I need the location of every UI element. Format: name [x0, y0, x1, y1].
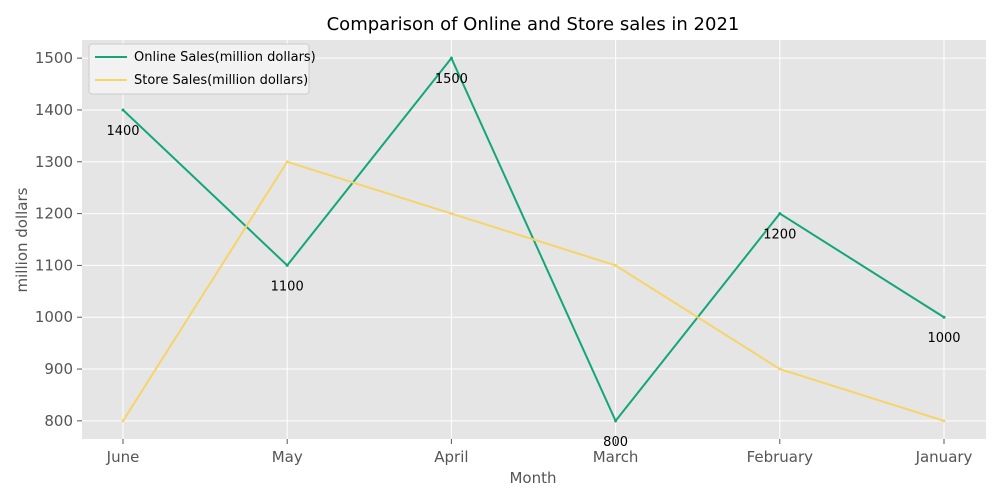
- y-tick-label: 1400: [35, 101, 73, 119]
- y-axis-label: million dollars: [13, 187, 31, 292]
- data-point: [449, 56, 453, 60]
- legend-label-online: Online Sales(million dollars): [134, 50, 316, 65]
- y-axis-ticks: 800 900 1000 1100 1200 1300 1400 1500: [35, 49, 82, 430]
- x-tick-label: June: [106, 448, 140, 466]
- y-tick-label: 1300: [35, 153, 73, 171]
- data-point: [449, 212, 453, 216]
- data-label: 1000: [927, 331, 960, 346]
- x-tick-label: March: [593, 448, 639, 466]
- y-tick-label: 900: [44, 360, 73, 378]
- data-point: [778, 212, 782, 216]
- y-tick-label: 1000: [35, 308, 73, 326]
- data-point: [121, 419, 125, 423]
- x-axis-ticks: June May April March February January: [106, 439, 973, 466]
- x-tick-label: May: [272, 448, 303, 466]
- data-point: [942, 419, 946, 423]
- data-labels: 1400 1100 1500 800 1200 1000: [106, 72, 960, 450]
- data-point: [285, 160, 289, 164]
- legend-box: [88, 43, 310, 95]
- legend: Online Sales(million dollars) Store Sale…: [88, 43, 316, 95]
- series-lines: [121, 56, 946, 423]
- y-tick-label: 800: [44, 412, 73, 430]
- x-tick-label: February: [747, 448, 814, 466]
- data-label: 1500: [435, 72, 468, 87]
- chart-title: Comparison of Online and Store sales in …: [327, 14, 740, 35]
- y-tick-label: 1500: [35, 49, 73, 67]
- x-tick-label: April: [434, 448, 468, 466]
- data-label: 1400: [106, 124, 139, 139]
- data-point: [614, 419, 618, 423]
- data-point: [942, 315, 946, 319]
- legend-label-store: Store Sales(million dollars): [134, 73, 308, 88]
- data-label: 800: [603, 435, 628, 450]
- data-point: [121, 108, 125, 112]
- x-tick-label: January: [915, 448, 973, 466]
- data-label: 1100: [271, 279, 304, 294]
- y-tick-label: 1100: [35, 256, 73, 274]
- data-point: [614, 263, 618, 267]
- data-label: 1200: [763, 228, 796, 243]
- y-tick-label: 1200: [35, 205, 73, 223]
- x-axis-label: Month: [509, 469, 556, 487]
- data-point: [285, 263, 289, 267]
- series-line-1: [122, 160, 945, 422]
- data-point: [778, 367, 782, 371]
